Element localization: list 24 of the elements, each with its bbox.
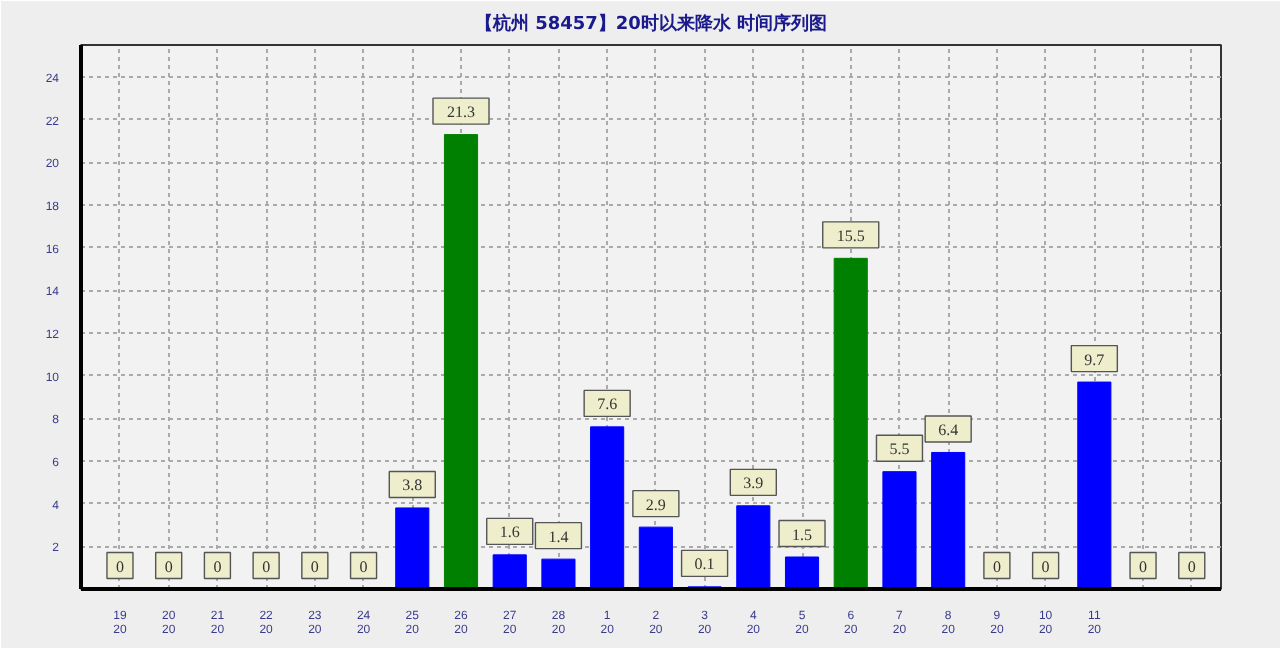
- data-label: 0: [213, 557, 222, 576]
- data-label: 0: [1187, 557, 1196, 576]
- data-label: 0: [359, 557, 368, 576]
- data-label: 7.6: [597, 395, 618, 414]
- data-label: 21.3: [447, 103, 475, 122]
- data-label: 5.5: [889, 440, 910, 459]
- data-label: 3.9: [743, 474, 764, 493]
- data-label: 1.4: [548, 527, 569, 546]
- data-label: 15.5: [836, 226, 865, 245]
- data-label: 6.4: [938, 421, 959, 439]
- data-label: 1.6: [499, 523, 520, 542]
- data-label: 0.1: [694, 555, 715, 574]
- chart-title: 【杭州 58457】20时以来降水 时间序列图: [474, 13, 828, 35]
- data-label: 0: [992, 557, 1001, 576]
- data-label: 9.7: [1084, 350, 1105, 369]
- data-label: 0: [310, 557, 319, 576]
- data-label: 0: [1041, 557, 1050, 576]
- data-label: 0: [115, 557, 124, 576]
- data-label: 2.9: [645, 495, 666, 514]
- data-label: 0: [1139, 557, 1148, 576]
- data-label: 0: [164, 557, 173, 576]
- data-label: 0: [262, 557, 271, 576]
- data-label: 1.5: [792, 525, 813, 544]
- data-label: 3.8: [402, 476, 423, 495]
